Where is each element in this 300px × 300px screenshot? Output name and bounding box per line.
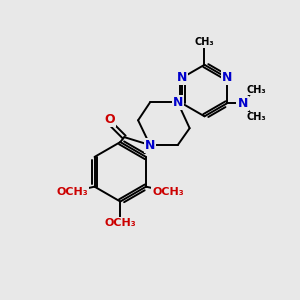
- Text: OCH₃: OCH₃: [152, 187, 184, 196]
- Text: N: N: [177, 71, 188, 84]
- Text: CH₃: CH₃: [195, 37, 214, 47]
- Text: N: N: [238, 97, 248, 110]
- Text: N: N: [222, 71, 232, 84]
- Text: N: N: [172, 96, 183, 109]
- Text: CH₃: CH₃: [247, 112, 266, 122]
- Text: CH₃: CH₃: [247, 85, 266, 94]
- Text: O: O: [104, 113, 115, 126]
- Text: OCH₃: OCH₃: [104, 218, 136, 228]
- Text: N: N: [145, 139, 155, 152]
- Text: OCH₃: OCH₃: [57, 187, 88, 196]
